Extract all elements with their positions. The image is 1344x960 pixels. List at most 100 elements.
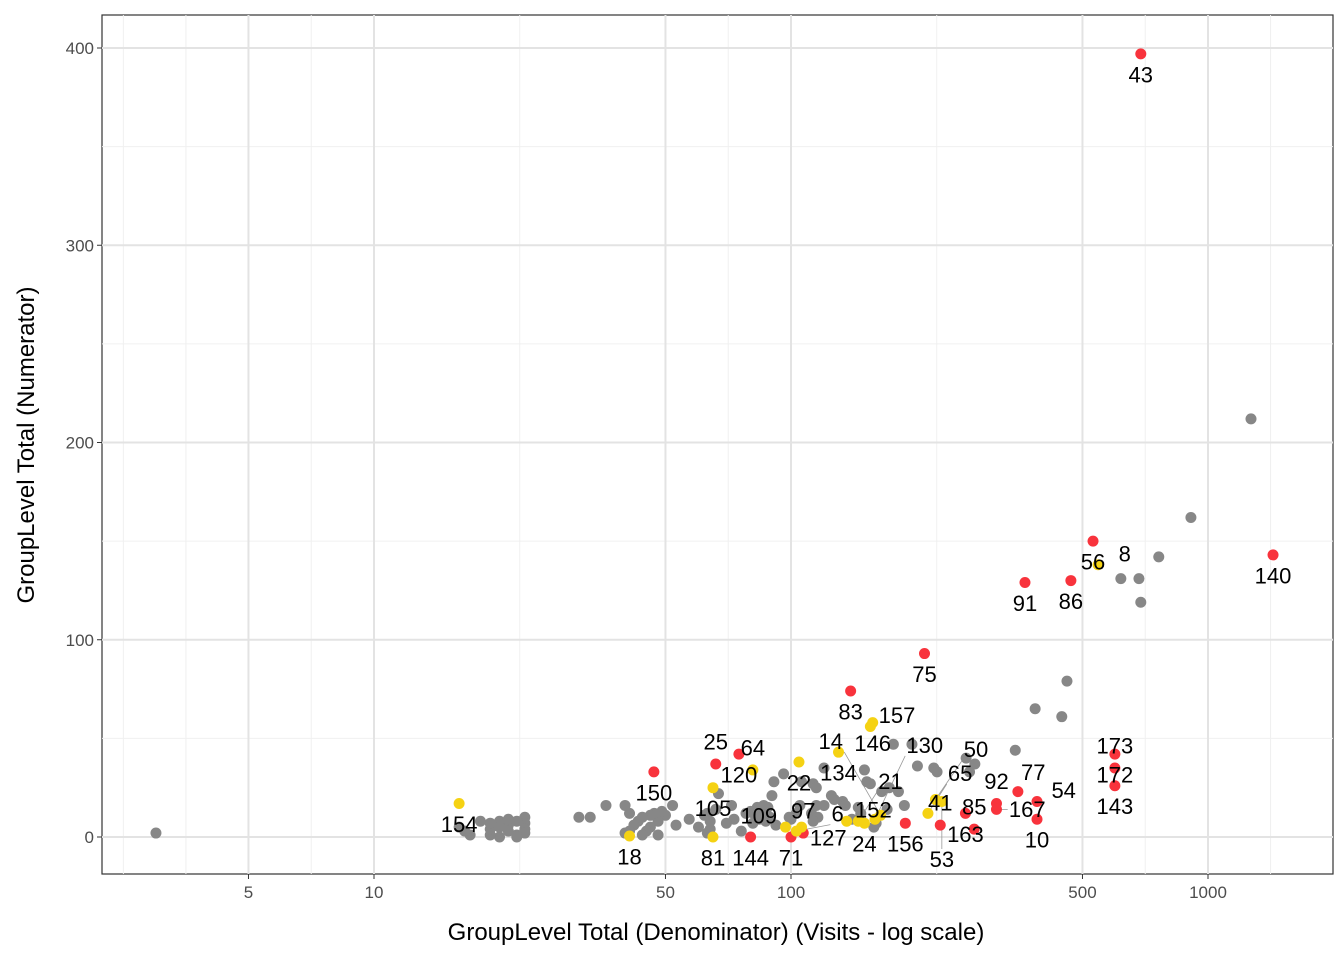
- point-label: 54: [1051, 778, 1075, 803]
- red-point: [968, 823, 980, 835]
- point-label: 109: [740, 804, 777, 829]
- point-label: 140: [1255, 563, 1292, 588]
- yellow-point: [936, 795, 948, 807]
- grey-point: [807, 815, 819, 827]
- point-label: 172: [1097, 763, 1134, 788]
- yellow-point: [864, 721, 876, 733]
- point-label: 173: [1097, 733, 1134, 758]
- x-tick-label: 50: [656, 883, 675, 902]
- grey-point: [911, 760, 923, 772]
- point-label: 43: [1129, 62, 1153, 87]
- y-tick-label: 400: [66, 39, 94, 58]
- grey-point: [839, 799, 851, 811]
- grey-point: [735, 825, 747, 837]
- grey-point: [768, 776, 780, 788]
- yellow-point: [1092, 559, 1104, 571]
- grey-point: [778, 768, 790, 780]
- yellow-point: [793, 756, 805, 768]
- x-tick-label: 100: [777, 883, 805, 902]
- red-point: [1267, 549, 1279, 561]
- grey-point: [150, 827, 162, 839]
- point-label: 64: [741, 735, 765, 760]
- red-point: [899, 817, 911, 829]
- grey-point: [864, 778, 876, 790]
- point-label: 24: [852, 832, 876, 857]
- red-point: [1012, 786, 1024, 798]
- grey-point: [1185, 511, 1197, 523]
- grey-point: [720, 817, 732, 829]
- x-tick-label: 500: [1068, 883, 1096, 902]
- grey-point: [502, 825, 514, 837]
- point-label: 71: [779, 846, 803, 871]
- point-label: 163: [947, 822, 984, 847]
- y-tick-label: 200: [66, 434, 94, 453]
- grey-point: [453, 821, 465, 833]
- grey-point: [969, 758, 981, 770]
- grey-point: [818, 762, 830, 774]
- point-label: 18: [617, 845, 641, 870]
- point-label: 127: [810, 826, 847, 851]
- yellow-point: [624, 830, 636, 842]
- plot-panel: [101, 14, 1334, 875]
- grey-point: [511, 831, 523, 843]
- grey-point: [484, 817, 496, 829]
- grey-point: [876, 786, 888, 798]
- point-label: 91: [1013, 591, 1037, 616]
- x-axis-title: GroupLevel Total (Denominator) (Visits -…: [448, 919, 985, 946]
- grey-point: [770, 819, 782, 831]
- point-label: 25: [704, 730, 728, 755]
- yellow-point: [779, 821, 791, 833]
- grey-point: [1153, 551, 1165, 563]
- grey-point: [810, 782, 822, 794]
- point-label: 53: [930, 847, 954, 872]
- grey-point: [1135, 596, 1147, 608]
- yellow-point: [841, 815, 853, 827]
- grey-point: [474, 815, 486, 827]
- grey-point: [619, 799, 631, 811]
- grey-point: [764, 811, 776, 823]
- point-label: 75: [912, 662, 936, 687]
- grey-point: [740, 807, 752, 819]
- grey-point: [1056, 711, 1068, 723]
- y-tick-label: 300: [66, 236, 94, 255]
- grey-point: [1245, 413, 1257, 425]
- grey-point: [652, 829, 664, 841]
- grey-point: [906, 738, 918, 750]
- point-label: 146: [854, 731, 891, 756]
- grey-point: [600, 799, 612, 811]
- point-label: 157: [879, 703, 916, 728]
- point-label: 134: [820, 761, 857, 786]
- point-label: 50: [964, 737, 988, 762]
- x-tick-label: 10: [365, 883, 384, 902]
- grey-point: [511, 815, 523, 827]
- point-label: 144: [732, 846, 769, 871]
- yellow-point: [453, 797, 465, 809]
- grey-point: [818, 799, 830, 811]
- y-tick-label: 100: [66, 631, 94, 650]
- red-point: [845, 685, 857, 697]
- grey-point: [898, 799, 910, 811]
- grey-point: [828, 794, 840, 806]
- red-point: [1087, 535, 1099, 547]
- point-label: 85: [962, 795, 986, 820]
- grey-point: [931, 766, 943, 778]
- yellow-point: [790, 825, 802, 837]
- red-point: [959, 807, 971, 819]
- grey-point: [692, 821, 704, 833]
- point-label: 22: [787, 771, 811, 796]
- yellow-point: [747, 764, 759, 776]
- red-point: [745, 831, 757, 843]
- point-label: 21: [878, 769, 902, 794]
- grey-point: [502, 813, 514, 825]
- point-label: 77: [1021, 760, 1045, 785]
- yellow-point: [707, 782, 719, 794]
- grey-point: [785, 813, 797, 825]
- red-point: [1109, 748, 1121, 760]
- grey-point: [573, 811, 585, 823]
- point-label: 156: [887, 832, 924, 857]
- grey-point: [584, 811, 596, 823]
- red-point: [1031, 795, 1043, 807]
- point-label: 81: [701, 846, 725, 871]
- point-label: 105: [695, 796, 732, 821]
